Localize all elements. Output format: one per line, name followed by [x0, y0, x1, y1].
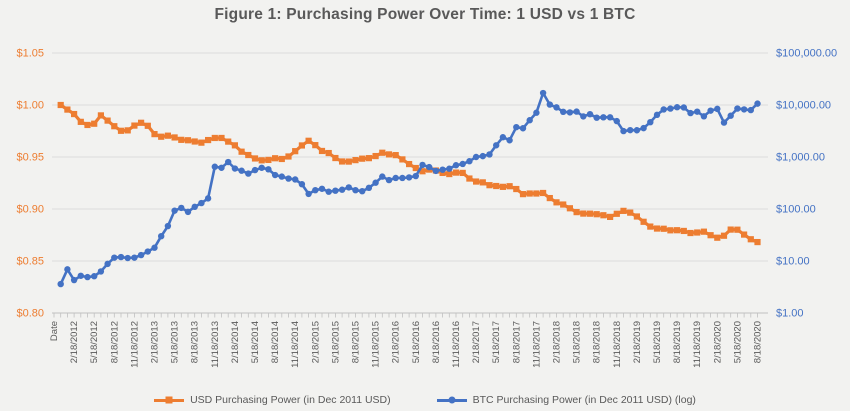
svg-text:5/18/2017: 5/18/2017	[491, 321, 502, 363]
svg-text:5/18/2013: 5/18/2013	[170, 321, 181, 363]
svg-text:$1.05: $1.05	[16, 48, 44, 60]
svg-text:5/18/2018: 5/18/2018	[572, 321, 583, 363]
btc-series	[57, 89, 761, 288]
svg-text:5/18/2019: 5/18/2019	[652, 321, 663, 363]
svg-text:2/18/2018: 2/18/2018	[552, 321, 563, 363]
svg-text:$0.95: $0.95	[16, 152, 44, 164]
svg-text:Date: Date	[49, 321, 60, 341]
usd-series	[57, 101, 761, 246]
y-axis-right-labels: $100,000.00 $10,000.00 $1,000.00 $100.00 $10…	[776, 48, 837, 320]
legend: USD Purchasing Power (in Dec 2011 USD) B…	[0, 394, 850, 406]
svg-text:8/18/2013: 8/18/2013	[190, 321, 201, 363]
svg-text:11/18/2017: 11/18/2017	[531, 321, 542, 368]
svg-text:8/18/2014: 8/18/2014	[270, 321, 281, 363]
svg-text:2/18/2019: 2/18/2019	[632, 321, 643, 363]
svg-text:$100.00: $100.00	[776, 204, 816, 216]
svg-text:$0.90: $0.90	[16, 204, 44, 216]
svg-text:$10,000.00: $10,000.00	[776, 100, 831, 112]
svg-text:8/18/2018: 8/18/2018	[592, 321, 603, 363]
svg-text:$10.00: $10.00	[776, 256, 810, 268]
svg-text:5/18/2012: 5/18/2012	[89, 321, 100, 363]
gridlines	[52, 52, 768, 314]
svg-text:11/18/2015: 11/18/2015	[371, 321, 382, 368]
svg-text:11/18/2018: 11/18/2018	[612, 321, 623, 368]
legend-label-btc: BTC Purchasing Power (in Dec 2011 USD) (…	[472, 394, 696, 406]
svg-text:2/18/2017: 2/18/2017	[471, 321, 482, 363]
svg-text:2/18/2012: 2/18/2012	[69, 321, 80, 363]
svg-text:2/18/2016: 2/18/2016	[391, 321, 402, 363]
svg-text:5/18/2020: 5/18/2020	[732, 321, 743, 363]
svg-text:2/18/2015: 2/18/2015	[310, 321, 321, 363]
svg-text:5/18/2015: 5/18/2015	[330, 321, 341, 363]
svg-text:$100,000.00: $100,000.00	[776, 48, 837, 60]
usd-series-marker-icon	[154, 396, 185, 404]
svg-text:11/18/2016: 11/18/2016	[451, 321, 462, 368]
svg-text:8/18/2017: 8/18/2017	[511, 321, 522, 363]
svg-text:8/18/2012: 8/18/2012	[109, 321, 120, 363]
svg-text:11/18/2019: 11/18/2019	[692, 321, 703, 368]
svg-text:$1,000.00: $1,000.00	[776, 152, 825, 164]
svg-text:11/18/2012: 11/18/2012	[129, 321, 140, 368]
x-axis-ticks	[53, 313, 758, 318]
svg-text:8/18/2016: 8/18/2016	[431, 321, 442, 363]
svg-text:5/18/2014: 5/18/2014	[250, 321, 261, 363]
svg-text:5/18/2016: 5/18/2016	[411, 321, 422, 363]
legend-item-btc: BTC Purchasing Power (in Dec 2011 USD) (…	[436, 394, 696, 406]
svg-text:8/18/2020: 8/18/2020	[753, 321, 764, 363]
x-axis-labels: Date 2/18/2012 5/18/2012 8/18/2012 11/18/201…	[49, 321, 764, 368]
svg-text:11/18/2014: 11/18/2014	[290, 321, 301, 368]
chart-title: Figure 1: Purchasing Power Over Time: 1 …	[214, 6, 636, 23]
svg-text:$1.00: $1.00	[16, 100, 44, 112]
svg-text:2/18/2014: 2/18/2014	[230, 321, 241, 363]
svg-text:11/18/2013: 11/18/2013	[210, 321, 221, 368]
legend-label-usd: USD Purchasing Power (in Dec 2011 USD)	[190, 394, 391, 406]
svg-text:8/18/2015: 8/18/2015	[351, 321, 362, 363]
plot-area: $1.05 $1.00 $0.95 $0.90 $0.85 $0.80 $100,000.0…	[16, 48, 837, 368]
svg-text:2/18/2013: 2/18/2013	[150, 321, 161, 363]
svg-text:8/18/2019: 8/18/2019	[672, 321, 683, 363]
svg-text:$1.00: $1.00	[776, 308, 804, 320]
legend-item-usd: USD Purchasing Power (in Dec 2011 USD)	[154, 394, 391, 406]
y-axis-left-labels: $1.05 $1.00 $0.95 $0.90 $0.85 $0.80	[16, 48, 44, 320]
btc-series-marker-icon	[436, 396, 467, 404]
svg-text:2/18/2020: 2/18/2020	[712, 321, 723, 363]
svg-text:$0.85: $0.85	[16, 256, 44, 268]
svg-text:$0.80: $0.80	[16, 308, 44, 320]
